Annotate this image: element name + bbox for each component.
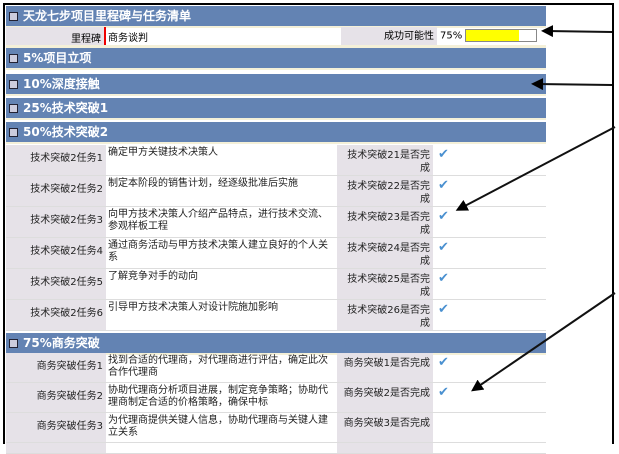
table-row: 商务突破任务2 协助代理商分析项目进展，制定竞争策略；协助代理商制定合适的价格策… bbox=[6, 383, 546, 413]
section-title: 75%商务突破 bbox=[23, 336, 100, 350]
section-title: 10%深度接触 bbox=[23, 77, 100, 91]
expand-icon[interactable] bbox=[9, 80, 18, 89]
page-title: 天龙七步项目里程碑与任务清单 bbox=[23, 9, 192, 23]
task-description: 找到合适的代理商，对代理商进行评估，确定此次合作代理商 bbox=[108, 355, 328, 378]
task-description: 向甲方技术决策人介绍产品特点，进行技术交流、参观样板工程 bbox=[108, 209, 328, 232]
done-checkbox[interactable]: ✔ bbox=[433, 353, 546, 382]
table-row: 商务突破任务3 为代理商提供关键人信息，协助代理商与关键人建立关系 商务突破3是… bbox=[6, 413, 546, 443]
section-title: 5%项目立项 bbox=[23, 51, 92, 65]
check-icon: ✔ bbox=[438, 147, 449, 162]
done-checkbox[interactable]: ✔ bbox=[433, 269, 546, 299]
title-header[interactable]: 天龙七步项目里程碑与任务清单 bbox=[6, 6, 546, 28]
done-label: 技术突破26是否完成 bbox=[337, 300, 433, 330]
task-description: 制定本阶段的销售计划，经逐级批准后实施 bbox=[108, 178, 298, 189]
task-label: 商务突破任务2 bbox=[6, 383, 106, 412]
done-label: 商务突破3是否完成 bbox=[337, 413, 433, 442]
collapse-icon[interactable] bbox=[9, 128, 18, 137]
success-label: 成功可能性 bbox=[341, 27, 437, 45]
done-label: 技术突破25是否完成 bbox=[337, 269, 433, 299]
section-10[interactable]: 10%深度接触 bbox=[6, 74, 546, 96]
done-checkbox[interactable]: ✔ bbox=[433, 238, 546, 268]
arrow-biz-task bbox=[471, 292, 616, 392]
task-label: 商务突破任务3 bbox=[6, 413, 106, 442]
task-description: 协助代理商分析项目进展，制定竞争策略；协助代理商制定合适的价格策略，确保中标 bbox=[108, 385, 328, 408]
check-icon: ✔ bbox=[438, 178, 449, 193]
check-icon: ✔ bbox=[438, 209, 449, 224]
done-label: 技术突破23是否完成 bbox=[337, 207, 433, 237]
table-row: 技术突破2任务4 通过商务活动与甲方技术决策人建立良好的个人关系 技术突破24是… bbox=[6, 238, 546, 269]
task-label: 商务突破任务1 bbox=[6, 353, 106, 382]
success-value: 75% bbox=[440, 30, 463, 42]
table-row: 技术突破2任务6 引导甲方技术决策人对设计院施加影响 技术突破26是否完成 ✔ bbox=[6, 300, 546, 331]
done-checkbox[interactable]: ✔ bbox=[433, 300, 546, 330]
task-label: 技术突破2任务4 bbox=[6, 238, 106, 268]
arrow-task bbox=[455, 126, 616, 211]
milestone-label: 里程碑 bbox=[6, 27, 106, 45]
expand-icon[interactable] bbox=[9, 54, 18, 63]
section-25[interactable]: 25%技术突破1 bbox=[6, 98, 546, 120]
task-description: 确定甲方关键技术决策人 bbox=[108, 147, 218, 158]
done-checkbox[interactable]: ✔ bbox=[433, 145, 546, 175]
table-row: 商务突破任务1 找到合适的代理商，对代理商进行评估，确定此次合作代理商 商务突破… bbox=[6, 353, 546, 383]
section-50[interactable]: 50%技术突破2 bbox=[6, 122, 546, 144]
task-description: 了解竞争对手的动向 bbox=[108, 271, 198, 282]
check-icon: ✔ bbox=[438, 385, 449, 400]
section-75[interactable]: 75%商务突破 bbox=[6, 333, 546, 355]
check-icon: ✔ bbox=[438, 302, 449, 317]
check-icon: ✔ bbox=[438, 355, 449, 370]
done-label: 技术突破22是否完成 bbox=[337, 176, 433, 206]
done-label: 商务突破2是否完成 bbox=[337, 383, 433, 412]
check-icon: ✔ bbox=[438, 240, 449, 255]
check-icon: ✔ bbox=[438, 271, 449, 286]
success-field: 75% bbox=[437, 27, 540, 45]
done-checkbox[interactable]: ✔ bbox=[433, 383, 546, 412]
collapse-icon[interactable] bbox=[9, 12, 18, 21]
page-frame bbox=[3, 3, 614, 444]
task-label: 技术突破2任务5 bbox=[6, 269, 106, 299]
task-label: 技术突破2任务6 bbox=[6, 300, 106, 330]
done-checkbox[interactable]: ✔ bbox=[433, 176, 546, 206]
task-label: 技术突破2任务1 bbox=[6, 145, 106, 175]
done-checkbox[interactable]: ✔ bbox=[433, 207, 546, 237]
done-label: 技术突破21是否完成 bbox=[337, 145, 433, 175]
milestone-row: 里程碑 商务谈判 成功可能性 75% bbox=[6, 27, 546, 48]
table-row: 技术突破2任务1 确定甲方关键技术决策人 技术突破21是否完成 ✔ bbox=[6, 145, 546, 176]
task-label: 技术突破2任务3 bbox=[6, 207, 106, 237]
table-row: 技术突破2任务2 制定本阶段的销售计划，经逐级批准后实施 技术突破22是否完成 … bbox=[6, 176, 546, 207]
done-label: 技术突破24是否完成 bbox=[337, 238, 433, 268]
collapse-icon[interactable] bbox=[9, 339, 18, 348]
task-description: 为代理商提供关键人信息，协助代理商与关键人建立关系 bbox=[108, 415, 328, 438]
task-description: 引导甲方技术决策人对设计院施加影响 bbox=[108, 302, 278, 313]
arrow-section bbox=[531, 78, 613, 91]
done-label: 商务突破1是否完成 bbox=[337, 353, 433, 382]
table-row: 技术突破2任务5 了解竞争对手的动向 技术突破25是否完成 ✔ bbox=[6, 269, 546, 300]
task-label: 技术突破2任务2 bbox=[6, 176, 106, 206]
section-title: 25%技术突破1 bbox=[23, 101, 109, 115]
task-description: 通过商务活动与甲方技术决策人建立良好的个人关系 bbox=[108, 240, 328, 263]
section-title: 50%技术突破2 bbox=[23, 125, 109, 139]
section-5[interactable]: 5%项目立项 bbox=[6, 48, 546, 70]
table-row: 技术突破2任务3 向甲方技术决策人介绍产品特点，进行技术交流、参观样板工程 技术… bbox=[6, 207, 546, 238]
arrow-milestone bbox=[541, 25, 613, 38]
expand-icon[interactable] bbox=[9, 104, 18, 113]
success-progress-bar bbox=[465, 29, 538, 42]
milestone-value[interactable]: 商务谈判 bbox=[108, 33, 148, 44]
